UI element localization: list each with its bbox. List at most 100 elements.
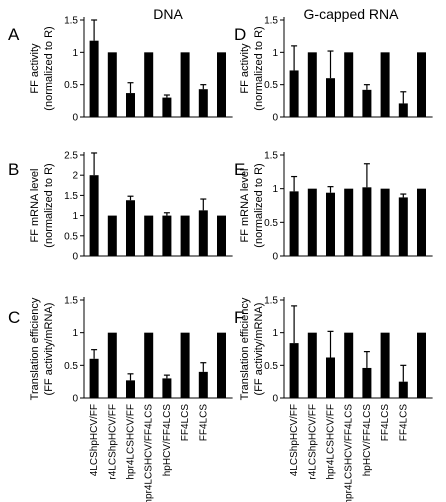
bar [89, 358, 99, 398]
y-tick-label: 1 [272, 328, 278, 339]
category-label: hpr4LCSHCV/FF4LCS [144, 404, 155, 502]
bar [198, 89, 208, 117]
bar [362, 187, 372, 256]
y-tick-label: 1 [72, 48, 78, 59]
y-axis-label: (FF activity/mRNA) [253, 303, 265, 396]
bar [417, 332, 426, 398]
y-tick-label: 0 [72, 252, 78, 263]
bar [289, 191, 299, 256]
panel-d: DFF activity (normalized to R) 0 0.5 1 1.5 [234, 16, 433, 124]
bar [326, 78, 335, 117]
bar [362, 89, 372, 117]
y-tick-label: 2 [72, 171, 78, 182]
panel-letter: B [8, 160, 19, 179]
bar [307, 332, 317, 398]
y-tick-label: 1.5 [64, 16, 78, 27]
bar [198, 371, 208, 398]
bar [344, 332, 354, 398]
bar [326, 192, 335, 256]
y-tick-label: 0 [72, 113, 78, 124]
y-tick-label: 1 [72, 328, 78, 339]
bar [307, 188, 317, 256]
y-axis-label: Translation efficiency [239, 297, 251, 400]
y-tick-label: 1.5 [64, 296, 78, 307]
bar [162, 97, 172, 117]
panel-letter: C [8, 308, 20, 327]
y-tick-label: 1.5 [264, 296, 278, 307]
panel-b: B FF mRNA level (normalized to R) 0 0.5 1 1.5 2… [8, 151, 233, 263]
panel-letter: F [234, 308, 244, 327]
category-label: hpHCV/FF4LCS [362, 404, 373, 477]
panels-group: AFF activity (normalized to R)00.511.5B FF… [8, 16, 433, 405]
bar [289, 343, 299, 398]
category-labels-group: 4LCShpHCV/FF r4LCShpHCV/FF hpr4LCSHCV/FF hp… [89, 404, 409, 502]
bar [307, 52, 317, 118]
y-tick-label: 2.5 [64, 151, 78, 162]
y-axis-label: FF activity [29, 43, 41, 94]
y-tick-label: 1 [272, 184, 278, 195]
y-tick-label: 0.5 [64, 361, 78, 372]
y-axis-label: FF mRNA level [239, 169, 251, 243]
bar [89, 40, 99, 118]
bar [180, 215, 190, 256]
bar [344, 52, 354, 118]
y-tick-label: 1.5 [264, 16, 278, 27]
bar [144, 332, 154, 398]
bar [344, 188, 354, 256]
bar [217, 52, 226, 118]
bar [417, 188, 426, 256]
category-label: r4LCShpHCV/FF [307, 404, 318, 480]
category-label: hpr4LCSHCV/FF [326, 404, 337, 480]
bar [180, 52, 190, 118]
category-label: hpr4LCSHCV/FF4LCS [344, 404, 355, 502]
bar [398, 103, 408, 117]
bar [162, 378, 172, 398]
bar [144, 52, 154, 118]
y-tick-label: 0.5 [64, 80, 78, 91]
category-label: 4LCShpHCV/FF [289, 404, 300, 476]
bar [326, 357, 335, 398]
bar [398, 381, 408, 398]
y-axis-label: (normalized to R) [43, 26, 55, 110]
bar [107, 52, 117, 118]
bar [362, 367, 372, 398]
bar [217, 215, 226, 256]
bar [107, 332, 117, 398]
bar [144, 215, 154, 256]
panel-c: C Translation efficiency (FF activity/mRNA… [8, 296, 233, 405]
y-axis-label: FF activity [239, 43, 251, 94]
bar [126, 380, 135, 398]
category-label: 4LCShpHCV/FF [89, 404, 100, 476]
bar [417, 52, 426, 118]
bar [89, 175, 99, 256]
column-title-g-capped-rna: G-capped RNA [304, 6, 400, 22]
y-tick-label: 1.5 [264, 151, 278, 162]
bar [126, 93, 135, 117]
panel-a: A FF activity (normalized to R) 0 0.5 1 1.5 [8, 16, 233, 124]
y-tick-label: 0.5 [264, 361, 278, 372]
y-tick-label: 0 [272, 394, 278, 405]
y-axis-label: (normalized to R) [43, 163, 55, 247]
bar [162, 215, 172, 256]
y-tick-label: 0 [72, 394, 78, 405]
y-axis-label: (normalized to R) [253, 26, 265, 110]
bar [126, 200, 135, 256]
bar [398, 197, 408, 256]
y-tick-label: 0.5 [64, 231, 78, 242]
y-axis-label: (FF activity/mRNA) [43, 303, 55, 396]
panel-letter: E [234, 160, 245, 179]
bar [289, 70, 299, 117]
column-title-dna: DNA [153, 6, 183, 22]
y-axis-label: FF mRNA level [29, 169, 41, 243]
bar [380, 332, 390, 398]
y-tick-label: 0.5 [264, 80, 278, 91]
bar [198, 210, 208, 256]
y-axis-label: (normalized to R) [253, 163, 265, 247]
y-tick-label: 0 [272, 113, 278, 124]
bar [217, 332, 226, 398]
category-label: FF4LCS [380, 404, 391, 442]
panel-letter: D [234, 25, 246, 44]
category-label: FF4LCS [198, 404, 209, 442]
